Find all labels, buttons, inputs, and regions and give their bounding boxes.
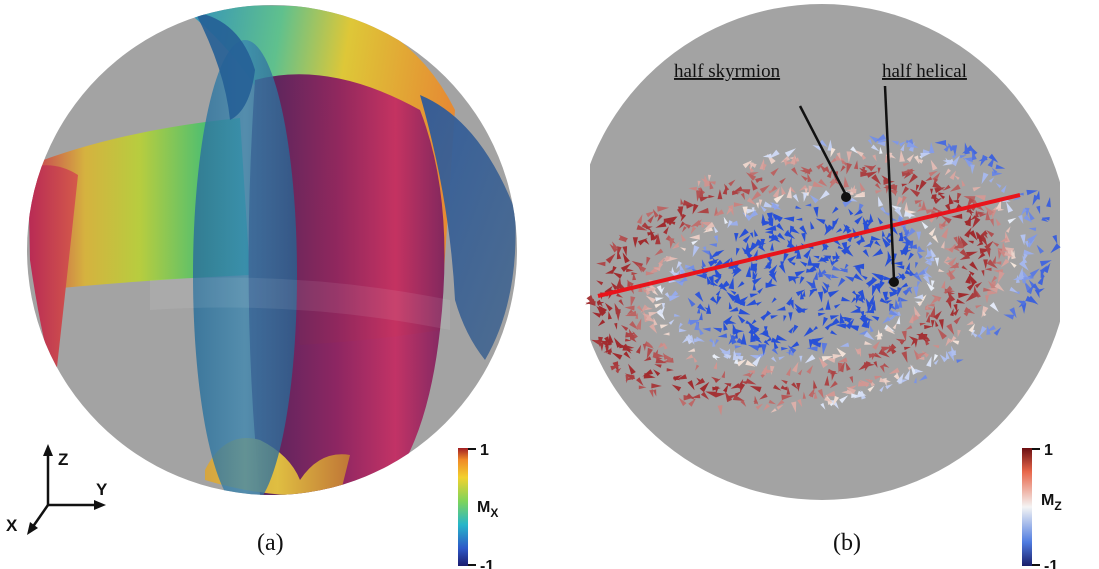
colorbar-mx-title: MX: [477, 499, 498, 520]
sphere-b: [585, 0, 1060, 505]
colorbar-mz-min: -1: [1044, 558, 1058, 569]
panel-b-figure: half skyrmion half helical 1 -1 MZ: [550, 0, 1099, 569]
panel-b: half skyrmion half helical 1 -1 MZ (b): [550, 0, 1099, 569]
helical-dot: [889, 277, 899, 287]
caption-a: (a): [257, 530, 284, 557]
colorbar-mz: 1 -1 MZ: [1022, 442, 1062, 569]
label-half-skyrmion: half skyrmion: [674, 61, 781, 82]
axis-label-x: X: [6, 516, 18, 535]
axis-label-z: Z: [58, 450, 68, 469]
colorbar-mz-title: MZ: [1041, 492, 1062, 513]
colorbar-mx-max: 1: [480, 442, 489, 459]
axis-label-y: Y: [96, 480, 108, 499]
label-half-helical: half helical: [882, 61, 967, 82]
colorbar-mx: 1 -1 MX: [458, 442, 498, 569]
colorbar-mx-min: -1: [480, 558, 494, 569]
skyrmion-dot: [841, 192, 851, 202]
panel-a-figure: 1 -1 MX Z Y X: [0, 0, 545, 569]
sphere-a: [27, 5, 517, 510]
panel-a: 1 -1 MX Z Y X (a): [0, 0, 545, 569]
caption-b: (b): [833, 530, 861, 557]
colorbar-mz-max: 1: [1044, 442, 1053, 459]
